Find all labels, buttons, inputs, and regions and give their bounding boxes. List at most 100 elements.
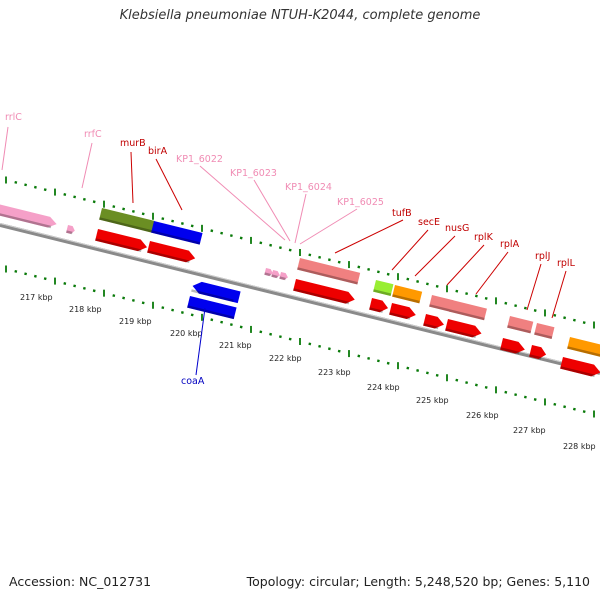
scale-label: 224 kbp — [367, 383, 400, 392]
outer-tick-mark — [495, 297, 497, 305]
outer-tick-mark — [299, 249, 301, 257]
gene-label-sece: secE — [418, 217, 440, 228]
gene-rplL-body — [567, 337, 600, 359]
outer-tick-mark — [446, 285, 448, 293]
outer-tick-mark — [474, 294, 478, 298]
gene-rplL-shadow — [567, 346, 600, 359]
inner-tick-mark — [474, 383, 478, 387]
inner-tick-mark — [348, 350, 350, 358]
inner-tick-mark — [416, 369, 420, 372]
inner-tick-mark — [141, 301, 145, 305]
gene-label-kp1-6023: KP1_6023 — [230, 168, 277, 179]
cds-2-body — [147, 241, 196, 263]
leader-line — [299, 208, 358, 245]
cds-4 — [369, 298, 389, 313]
gene-label-tufb: tufB — [392, 208, 412, 219]
scale-label: 228 kbp — [563, 442, 596, 451]
outer-tick-mark — [327, 258, 331, 262]
map-title: Klebsiella pneumoniae NTUH-K2044, comple… — [119, 8, 481, 23]
outer-tick-mark — [5, 176, 7, 184]
leader-line — [526, 263, 542, 311]
inner-tick-mark — [455, 378, 459, 382]
gene-coaA-reverse-shadow — [191, 289, 234, 302]
gene-rplK — [449, 300, 487, 321]
outer-tick-mark — [435, 284, 439, 288]
gene-rplK-shadow — [449, 309, 485, 321]
gene-rrfC-shadow — [66, 230, 73, 235]
outer-tick-mark — [593, 321, 595, 329]
leader-line — [155, 158, 183, 211]
outer-tick-mark — [455, 289, 459, 293]
gene-rrlC-shadow — [0, 210, 52, 229]
inner-tick-mark — [250, 325, 252, 333]
gene-tufB-shadow — [373, 289, 392, 296]
inner-tick-mark — [229, 323, 233, 327]
outer-tick-mark — [171, 219, 175, 223]
outer-tick-mark — [54, 188, 56, 196]
inner-tick-mark — [504, 390, 508, 394]
leader-line — [475, 251, 509, 295]
cds-5-body — [389, 303, 416, 319]
outer-tick-mark — [269, 243, 273, 247]
cds-10-body — [560, 357, 600, 377]
inner-tick-mark — [533, 398, 537, 401]
outer-tick-mark — [63, 193, 67, 196]
cds-9-shadow — [529, 354, 542, 360]
gene-kp1-small-1 — [271, 270, 280, 279]
scale-label: 226 kbp — [466, 411, 499, 420]
outer-tick-mark — [416, 280, 420, 283]
leader-line — [195, 307, 206, 376]
scale-label: 225 kbp — [416, 396, 449, 405]
inner-tick-mark — [523, 395, 527, 399]
gene-rrfC-body — [66, 225, 75, 234]
gene-label-kp1-6022: KP1_6022 — [176, 154, 223, 165]
cds-5-shadow — [389, 312, 411, 320]
leader-line — [294, 193, 307, 244]
inner-tick-mark — [161, 306, 165, 310]
leader-line — [199, 165, 286, 241]
cds-6-body — [423, 314, 444, 329]
cds-8-shadow — [500, 347, 520, 355]
gene-kp1-small-1-body — [271, 270, 280, 278]
leader-line — [253, 179, 291, 242]
outer-tick-mark — [141, 212, 145, 216]
outer-tick-mark — [24, 183, 28, 187]
cds-4-body — [369, 298, 389, 313]
outer-tick-mark — [239, 236, 243, 240]
inner-tick-mark — [103, 289, 105, 297]
inner-tick-mark — [406, 366, 410, 370]
cds-7 — [445, 319, 482, 339]
inner-tick-mark — [386, 361, 390, 365]
outer-tick-mark — [250, 236, 252, 244]
gene-rplJ-shadow — [534, 332, 553, 339]
inner-tick-mark — [33, 274, 37, 278]
inner-tick-mark — [572, 407, 576, 411]
gene-label-bira: birA — [148, 146, 168, 157]
gene-kp1-small-1-shadow — [271, 274, 278, 279]
leader-line — [130, 151, 134, 204]
scale-label: 223 kbp — [318, 368, 351, 377]
cds-1-body — [95, 229, 148, 252]
inner-tick-mark — [259, 330, 263, 334]
outer-tick-mark — [190, 224, 194, 228]
inner-tick-mark — [446, 374, 448, 382]
inner-tick-mark — [239, 325, 243, 329]
scale-label: 221 kbp — [219, 341, 252, 350]
inner-tick-mark — [73, 284, 77, 288]
gene-rplA — [507, 316, 534, 334]
cds-7-shadow — [445, 328, 477, 339]
inner-tick-mark — [24, 272, 28, 276]
gene-label-kp1-6025: KP1_6025 — [337, 197, 384, 208]
scale-label: 217 kbp — [20, 293, 53, 302]
inner-tick-mark — [495, 386, 497, 394]
cds-10-shadow — [560, 366, 595, 378]
gene-nusG-body — [429, 295, 454, 312]
inner-tick-mark — [376, 359, 380, 363]
outer-tick-mark — [131, 209, 135, 213]
outer-tick-mark — [278, 246, 282, 250]
inner-tick-mark — [43, 277, 47, 281]
gene-coaA-block-body — [187, 296, 237, 320]
outer-tick-mark — [386, 272, 390, 276]
outer-tick-mark — [14, 180, 18, 184]
cds-5 — [389, 303, 416, 320]
